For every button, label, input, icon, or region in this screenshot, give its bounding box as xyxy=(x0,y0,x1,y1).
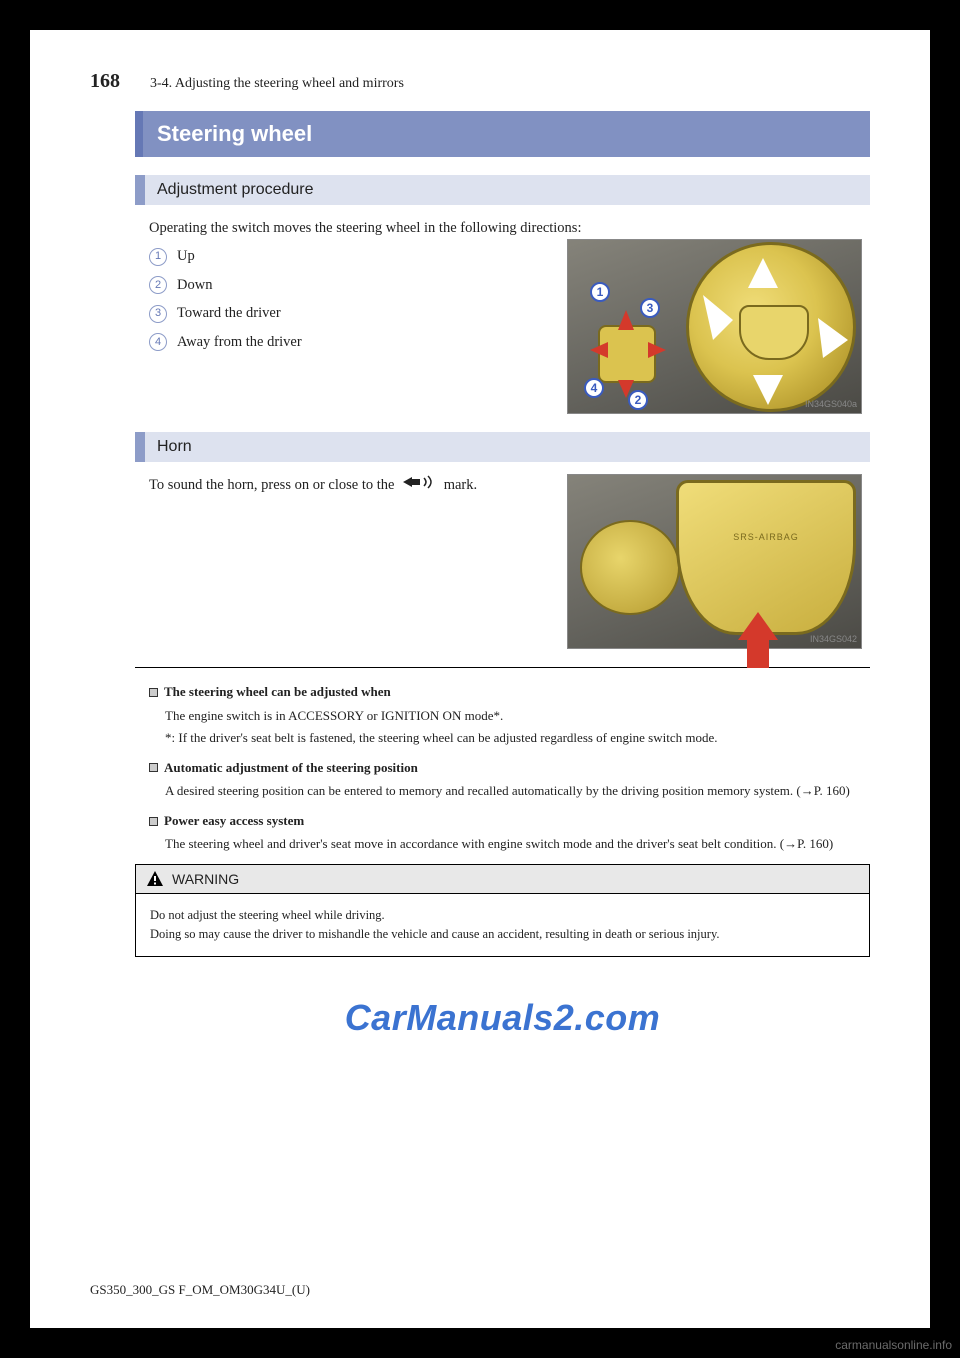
image-tag: IN34GS042 xyxy=(810,633,857,647)
circled-number-icon: 3 xyxy=(149,305,167,323)
note-item: Automatic adjustment of the steering pos… xyxy=(149,758,862,801)
square-bullet-icon xyxy=(149,763,158,772)
square-bullet-icon xyxy=(149,817,158,826)
notes-list: The steering wheel can be adjusted when … xyxy=(135,682,870,854)
direction-label: Toward the driver xyxy=(177,302,281,324)
document-id: GS350_300_GS F_OM_OM30G34U_(U) xyxy=(90,1282,310,1298)
note-item: Power easy access system The steering wh… xyxy=(149,811,862,854)
page-title: Steering wheel xyxy=(135,111,870,157)
horn-text-after: mark. xyxy=(444,478,477,494)
horn-body: To sound the horn, press on or close to … xyxy=(135,474,870,649)
horn-mark-icon xyxy=(402,474,436,497)
adjustment-intro: Operating the switch moves the steering … xyxy=(149,217,862,239)
warning-line-2: Doing so may cause the driver to mishand… xyxy=(150,925,855,944)
warning-line-1: Do not adjust the steering wheel while d… xyxy=(150,906,855,925)
breadcrumb: 3-4. Adjusting the steering wheel and mi… xyxy=(150,76,404,92)
direction-item: 1 Up xyxy=(149,245,549,267)
adjustment-illustration: 1 3 4 2 IN xyxy=(567,239,862,414)
footer-source: carmanualsonline.info xyxy=(835,1338,952,1352)
page-content: Steering wheel Adjustment procedure Oper… xyxy=(135,111,870,1039)
note-body-text: The engine switch is in ACCESSORY or IGN… xyxy=(165,706,862,726)
direction-label: Down xyxy=(177,274,212,296)
note-body-text: The steering wheel and driver's seat mov… xyxy=(165,834,862,854)
horn-text-before: To sound the horn, press on or close to … xyxy=(149,478,394,494)
note-title: Power easy access system xyxy=(164,811,304,831)
image-tag: IN34GS040a xyxy=(805,398,857,412)
watermark-text: CarManuals2.com xyxy=(135,997,870,1039)
direction-label: Up xyxy=(177,245,195,267)
note-asterisk: *: If the driver's seat belt is fastened… xyxy=(165,728,718,748)
direction-item: 4 Away from the driver xyxy=(149,331,549,353)
section-heading-adjustment: Adjustment procedure xyxy=(135,175,870,205)
circled-number-icon: 2 xyxy=(149,276,167,294)
note-title: Automatic adjustment of the steering pos… xyxy=(164,758,418,778)
square-bullet-icon xyxy=(149,688,158,697)
direction-list: 1 Up 2 Down 3 Toward the driver 4 xyxy=(149,245,549,353)
section-heading-horn: Horn xyxy=(135,432,870,462)
direction-item: 3 Toward the driver xyxy=(149,302,549,324)
direction-label: Away from the driver xyxy=(177,331,302,353)
page-header: 168 3-4. Adjusting the steering wheel an… xyxy=(80,70,880,93)
adjustment-body: Operating the switch moves the steering … xyxy=(135,217,870,414)
warning-label: WARNING xyxy=(172,871,239,887)
circled-number-icon: 4 xyxy=(149,333,167,351)
page-number: 168 xyxy=(90,70,120,93)
note-item: The steering wheel can be adjusted when … xyxy=(149,682,862,747)
circled-number-icon: 1 xyxy=(149,248,167,266)
direction-arrows-icon xyxy=(568,240,863,415)
horn-illustration: SRS-AIRBAG IN34GS042 xyxy=(567,474,862,649)
note-title: The steering wheel can be adjusted when xyxy=(164,682,391,702)
airbag-label: SRS-AIRBAG xyxy=(679,531,853,545)
direction-item: 2 Down xyxy=(149,274,549,296)
manual-page: 168 3-4. Adjusting the steering wheel an… xyxy=(30,30,930,1328)
warning-body: Do not adjust the steering wheel while d… xyxy=(135,894,870,957)
warning-header: WARNING xyxy=(135,864,870,894)
warning-triangle-icon xyxy=(146,870,164,888)
dashboard-wheel-icon xyxy=(580,520,680,615)
note-body-text: A desired steering position can be enter… xyxy=(165,781,862,801)
